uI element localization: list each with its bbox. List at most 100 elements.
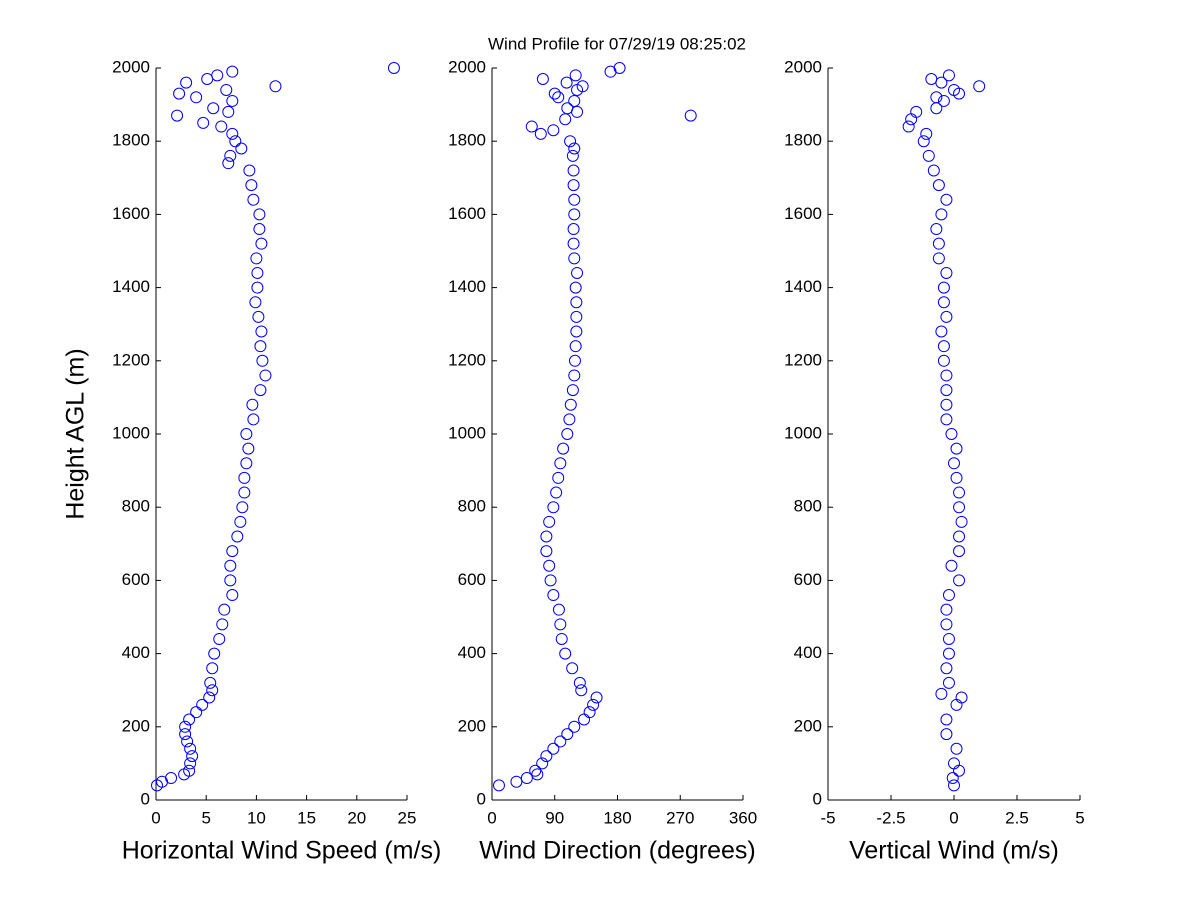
point — [953, 530, 966, 543]
y-tick-label: 1800 — [448, 131, 486, 150]
point — [269, 80, 282, 93]
point — [925, 72, 938, 85]
point — [950, 742, 963, 755]
point — [927, 164, 940, 177]
point — [255, 237, 268, 250]
y-tick-label: 1600 — [784, 204, 822, 223]
point — [179, 720, 192, 733]
point — [554, 457, 567, 470]
point — [253, 208, 266, 221]
point — [547, 124, 560, 137]
point — [557, 442, 570, 455]
point — [552, 91, 565, 104]
point — [905, 113, 918, 126]
point — [224, 149, 237, 162]
point — [238, 471, 251, 484]
point — [940, 398, 953, 411]
point — [569, 340, 582, 353]
point — [910, 105, 923, 118]
x-axis-label: Vertical Wind (m/s) — [849, 837, 1059, 865]
y-tick-label: 2000 — [448, 57, 486, 76]
point — [942, 69, 955, 82]
point — [940, 193, 953, 206]
x-tick-label: 0 — [487, 808, 496, 827]
point — [575, 684, 588, 697]
point — [568, 193, 581, 206]
point — [953, 486, 966, 499]
point — [211, 69, 224, 82]
point — [564, 135, 577, 148]
point — [902, 120, 915, 133]
point — [932, 237, 945, 250]
x-axis-label: Horizontal Wind Speed (m/s) — [122, 837, 442, 865]
point — [536, 72, 549, 85]
point — [937, 296, 950, 309]
point — [571, 266, 584, 279]
point — [568, 142, 581, 155]
point — [948, 457, 960, 470]
point — [536, 757, 549, 770]
point — [247, 413, 260, 426]
point — [492, 779, 505, 792]
x-axis-label: Wind Direction (degrees) — [479, 837, 756, 865]
point — [567, 237, 580, 250]
point — [567, 223, 580, 236]
y-tick-label: 200 — [794, 716, 822, 735]
y-tick-label: 800 — [794, 497, 822, 516]
x-tick-label: -5 — [820, 808, 835, 827]
point — [540, 530, 553, 543]
point — [948, 779, 960, 792]
y-tick-label: 1200 — [784, 350, 822, 369]
point — [948, 757, 960, 770]
point — [950, 442, 963, 455]
x-tick-label: 0 — [949, 808, 958, 827]
y-tick-label: 1200 — [112, 350, 150, 369]
point — [229, 135, 242, 148]
point — [559, 647, 572, 660]
point — [226, 94, 239, 107]
point — [955, 691, 968, 704]
point — [165, 772, 178, 785]
point — [235, 142, 248, 155]
point — [184, 757, 197, 770]
x-tick-label: 15 — [297, 808, 316, 827]
point — [255, 325, 268, 338]
point — [226, 65, 239, 78]
point — [259, 369, 272, 382]
point — [937, 94, 950, 107]
point — [932, 179, 945, 192]
point — [249, 296, 262, 309]
point — [922, 149, 935, 162]
point — [684, 109, 697, 122]
point — [930, 223, 943, 236]
point — [560, 76, 573, 89]
point — [568, 354, 581, 367]
point — [940, 369, 953, 382]
x-tick-label: 10 — [247, 808, 266, 827]
point — [543, 559, 556, 572]
point — [222, 157, 235, 170]
point — [940, 713, 953, 726]
point — [942, 632, 955, 645]
x-tick-label: 5 — [201, 808, 210, 827]
y-tick-label: 1800 — [112, 131, 150, 150]
point — [181, 735, 194, 748]
point — [937, 281, 950, 294]
point — [251, 266, 264, 279]
point — [525, 120, 538, 133]
point — [573, 676, 586, 689]
point — [937, 340, 950, 353]
point — [534, 127, 547, 140]
point — [197, 116, 210, 129]
point — [203, 691, 216, 704]
y-tick-label: 600 — [458, 570, 486, 589]
point — [216, 618, 229, 631]
point — [204, 676, 217, 689]
point — [218, 603, 231, 616]
point — [254, 384, 267, 397]
point — [207, 102, 220, 115]
point — [567, 179, 580, 192]
point — [550, 486, 563, 499]
point — [231, 530, 244, 543]
